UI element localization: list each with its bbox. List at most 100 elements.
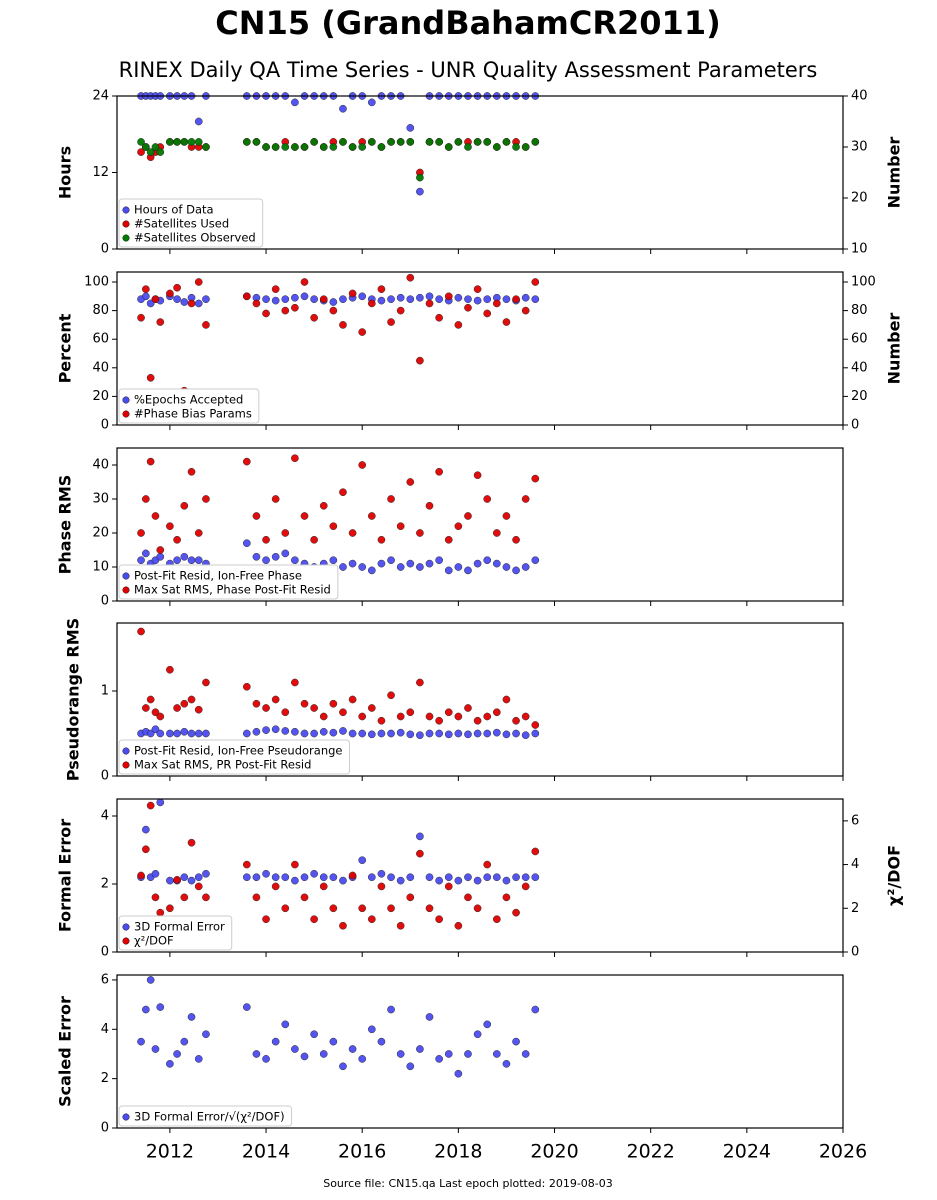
y2-tick-label: 20 bbox=[851, 191, 868, 206]
point bbox=[502, 730, 511, 739]
y-axis-label: Scaled Error bbox=[56, 996, 75, 1107]
point bbox=[521, 143, 530, 151]
point bbox=[358, 904, 367, 913]
point bbox=[367, 1025, 376, 1034]
point bbox=[242, 873, 251, 882]
point bbox=[444, 1050, 453, 1058]
point bbox=[512, 535, 520, 544]
y-tick-label: 0 bbox=[101, 945, 109, 960]
point bbox=[329, 873, 338, 882]
point bbox=[187, 556, 196, 565]
point bbox=[435, 1055, 443, 1063]
point bbox=[194, 873, 203, 882]
y2-tick-label: 4 bbox=[851, 857, 859, 872]
y2-tick-label: 2 bbox=[851, 901, 859, 916]
point bbox=[202, 869, 210, 878]
point bbox=[141, 495, 150, 503]
point bbox=[521, 563, 530, 571]
y2-tick-label: 30 bbox=[851, 140, 868, 155]
point bbox=[492, 299, 501, 308]
point bbox=[454, 293, 463, 302]
point bbox=[416, 849, 424, 858]
point bbox=[187, 876, 196, 885]
y-tick-label: 0 bbox=[101, 594, 109, 609]
point bbox=[281, 306, 290, 315]
legend: Post-Fit Resid, Ion-Free PseudorangeMax … bbox=[118, 739, 350, 775]
point bbox=[242, 539, 251, 548]
point bbox=[141, 549, 150, 558]
point bbox=[348, 559, 357, 568]
point bbox=[387, 295, 395, 304]
x-tick-label: 2020 bbox=[530, 1141, 578, 1163]
point bbox=[310, 915, 318, 924]
y-axis-label: Formal Error bbox=[56, 819, 75, 932]
legend-box bbox=[118, 1105, 293, 1127]
legend-marker bbox=[122, 572, 130, 580]
point bbox=[473, 1030, 482, 1039]
point bbox=[319, 727, 328, 736]
point bbox=[396, 921, 405, 930]
point bbox=[180, 138, 189, 146]
point bbox=[202, 143, 210, 151]
point bbox=[319, 143, 328, 151]
point bbox=[151, 1045, 160, 1053]
point bbox=[319, 882, 328, 891]
point bbox=[156, 908, 165, 917]
point bbox=[406, 873, 415, 882]
point bbox=[271, 285, 280, 294]
y-axis-label: Phase RMS bbox=[56, 475, 75, 575]
point bbox=[300, 143, 309, 151]
point bbox=[473, 876, 482, 885]
point bbox=[166, 289, 174, 298]
point bbox=[387, 873, 395, 882]
point bbox=[396, 563, 405, 571]
legend: Hours of Data#Satellites Used#Satellites… bbox=[118, 198, 264, 248]
point bbox=[291, 293, 299, 302]
point bbox=[454, 921, 463, 930]
plot-frame bbox=[116, 622, 844, 777]
point bbox=[512, 873, 520, 882]
point bbox=[187, 299, 196, 308]
point bbox=[483, 1020, 492, 1029]
point bbox=[173, 138, 181, 146]
point bbox=[166, 1059, 174, 1068]
point bbox=[319, 295, 328, 304]
point bbox=[425, 559, 434, 568]
point bbox=[521, 293, 530, 302]
point bbox=[173, 1050, 181, 1058]
point bbox=[531, 556, 540, 565]
point bbox=[156, 1003, 165, 1011]
point bbox=[202, 893, 210, 902]
point bbox=[173, 704, 181, 712]
legend-label: #Satellites Observed bbox=[134, 231, 256, 245]
point bbox=[348, 1045, 357, 1053]
point bbox=[425, 501, 434, 510]
point bbox=[483, 295, 492, 304]
legend-box bbox=[118, 564, 339, 600]
point bbox=[367, 98, 376, 107]
y2-axis-label: χ²/DOF bbox=[885, 845, 904, 906]
point bbox=[483, 712, 492, 721]
point bbox=[329, 728, 338, 737]
point bbox=[291, 98, 299, 107]
y-tick-label: 60 bbox=[92, 332, 109, 347]
point bbox=[348, 729, 357, 738]
point bbox=[339, 727, 347, 735]
point bbox=[367, 566, 376, 575]
y-tick-label: 80 bbox=[92, 303, 109, 318]
y2-tick-label: 80 bbox=[851, 303, 868, 318]
point bbox=[242, 138, 251, 146]
point bbox=[502, 512, 511, 520]
point bbox=[187, 467, 196, 476]
plot-area bbox=[137, 627, 540, 740]
point bbox=[310, 704, 318, 712]
y2-tick-label: 100 bbox=[851, 275, 876, 290]
point bbox=[281, 143, 290, 151]
legend: %Epochs Accepted#Phase Bias Params bbox=[118, 388, 260, 424]
y-tick-label: 20 bbox=[92, 526, 109, 541]
plot-frame bbox=[116, 974, 844, 1129]
point bbox=[187, 695, 196, 704]
point bbox=[406, 138, 415, 146]
point bbox=[137, 138, 145, 146]
